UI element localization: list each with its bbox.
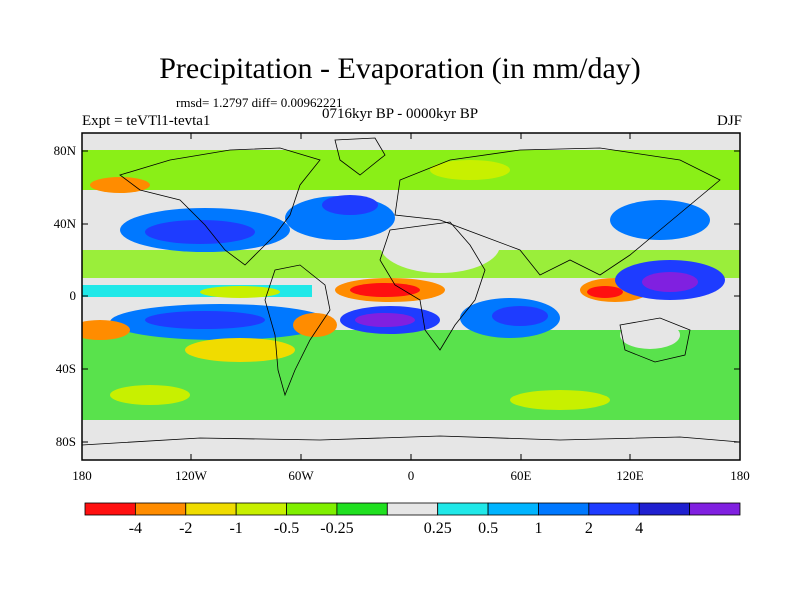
colorbar-tick-label: 1 <box>534 520 543 537</box>
coastline-australia <box>619 317 691 363</box>
coastline-greenland <box>334 137 386 176</box>
lon-tick-label: 60W <box>288 468 314 483</box>
field-patch <box>510 390 610 410</box>
colorbar-swatch <box>638 502 691 516</box>
colorbar-swatch <box>134 502 187 516</box>
lat-tick-label: 0 <box>69 288 77 303</box>
tick-marks <box>82 133 740 460</box>
lon-tick-label: 120W <box>175 468 207 483</box>
lon-tick-label: 60E <box>510 468 532 483</box>
colorbar-swatch <box>386 502 439 516</box>
colorbar <box>84 502 741 516</box>
colorbar-tick-label: -0.25 <box>320 520 354 537</box>
colorbar-swatch <box>235 502 287 516</box>
lat-tick-label: 40N <box>53 216 76 231</box>
field-patch <box>185 338 295 362</box>
field-patch <box>610 200 710 240</box>
coastline-eurasia <box>394 147 721 276</box>
colorbar-swatch <box>286 502 338 516</box>
lon-tick-label: 180 <box>72 468 92 483</box>
lat-tick-label: 80S <box>55 434 76 449</box>
field-patch <box>350 283 420 297</box>
colorbar-swatch <box>487 502 539 516</box>
colorbar-swatch <box>689 502 741 516</box>
field-patch <box>145 220 255 244</box>
colorbar-tick-label: 4 <box>635 520 644 537</box>
field-patch <box>82 150 740 190</box>
field-patch <box>90 177 150 193</box>
colorbar-swatch <box>588 502 640 516</box>
coastline-south-america <box>264 264 331 397</box>
field-patch <box>620 321 680 349</box>
field-patch <box>82 420 740 460</box>
colorbar-tick-label: 2 <box>584 520 593 537</box>
lon-tick-label: 0 <box>407 468 415 483</box>
lat-tick-label: 40S <box>55 361 76 376</box>
field-patch <box>587 286 623 298</box>
lat-tick-label: 80N <box>53 143 76 158</box>
field-patch <box>430 160 510 180</box>
colorbar-swatch <box>538 502 590 516</box>
field-patch <box>293 313 337 337</box>
colorbar-swatch <box>336 502 388 516</box>
coastline-north-america <box>119 147 321 266</box>
experiment-label: Expt = teVTl1-tevta1 <box>82 113 211 129</box>
field-patch <box>82 320 130 340</box>
field-layer <box>82 150 740 460</box>
field-patch <box>642 272 698 292</box>
colorbar-tick-label: -2 <box>179 520 193 537</box>
colorbar-swatch <box>437 502 489 516</box>
field-patch <box>110 385 190 405</box>
stats-text: rmsd= 1.2797 diff= 0.00962221 <box>176 95 343 110</box>
map-title: Precipitation - Evaporation (in mm/day) <box>159 52 641 85</box>
colorbar-tick-label: 0.25 <box>423 520 452 537</box>
lon-tick-label: 120E <box>616 468 644 483</box>
colorbar-tick-label: -0.5 <box>273 520 300 537</box>
period-label: 0716kyr BP - 0000kyr BP <box>322 106 479 122</box>
season-label: DJF <box>716 113 742 129</box>
field-patch <box>355 313 415 327</box>
coastlines <box>82 137 740 446</box>
field-patch <box>322 195 378 215</box>
coastline-antarctica <box>82 435 740 446</box>
field-patch <box>492 306 548 326</box>
field-patch <box>145 311 265 329</box>
coastline-africa <box>379 221 486 351</box>
colorbar-tick-label: 0.5 <box>478 520 499 537</box>
colorbar-swatch <box>84 502 136 516</box>
lon-tick-label: 180 <box>730 468 750 483</box>
colorbar-tick-label: -4 <box>128 520 143 537</box>
colorbar-tick-label: -1 <box>229 520 243 537</box>
field-patch <box>200 286 280 298</box>
colorbar-swatch <box>185 502 237 516</box>
